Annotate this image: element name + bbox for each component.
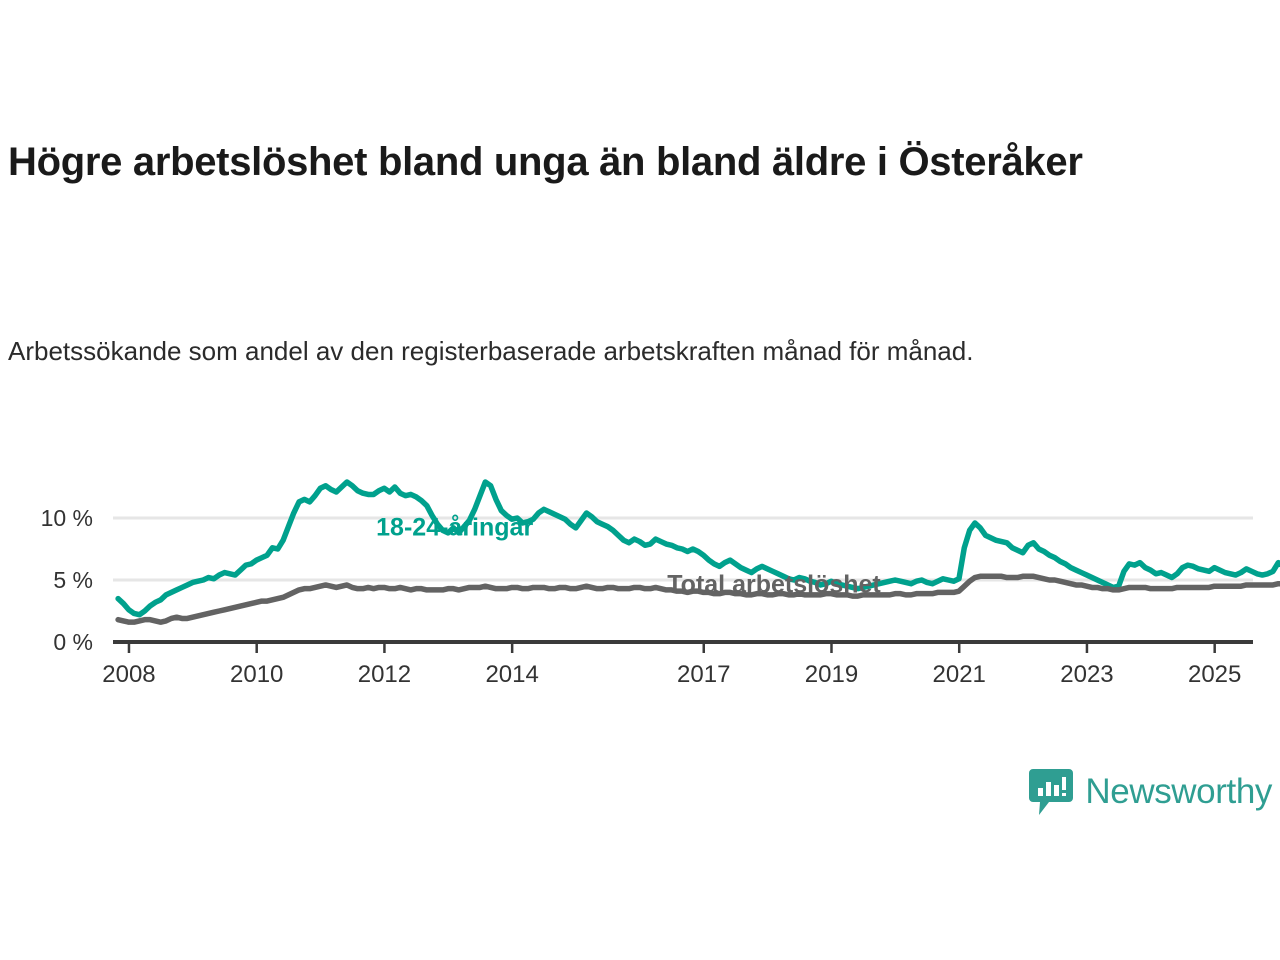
chart-plot-area: 2008 2010 2012 2014 2017 2019 2021 2023 2025 0 %… xyxy=(0,450,1280,700)
x-axis-tick-label: 2019 xyxy=(805,661,858,688)
x-axis-tick-label: 2017 xyxy=(677,661,730,688)
series-lines xyxy=(115,479,1280,625)
series-label-youth: 18-24-åringar xyxy=(376,513,533,541)
newsworthy-logo: Newsworthy xyxy=(1029,762,1272,822)
x-axis-tick-label: 2012 xyxy=(358,661,411,688)
logo-mark-svg xyxy=(1029,769,1074,815)
x-axis-tick-label: 2014 xyxy=(485,661,538,688)
series-label-total: Total arbetslöshet xyxy=(667,570,881,598)
y-axis-tick-label: 0 % xyxy=(53,629,93,655)
series-line-total xyxy=(115,573,1280,625)
x-axis-tick-label: 2025 xyxy=(1188,661,1241,688)
x-axis-tick-label: 2008 xyxy=(102,661,155,688)
y-axis-ticks: 0 % 5 % 10 % xyxy=(41,505,93,655)
x-axis-tick-label: 2010 xyxy=(230,661,283,688)
chart-subtitle: Arbetssökande som andel av den registerb… xyxy=(8,336,974,366)
x-axis-tick-label: 2023 xyxy=(1060,661,1113,688)
logo-wordmark: Newsworthy xyxy=(1085,772,1272,811)
y-axis-tick-label: 5 % xyxy=(53,567,93,593)
x-axis-ticks: 2008 2010 2012 2014 2017 2019 2021 2023 2025 xyxy=(102,642,1241,688)
page-title: Högre arbetslöshet bland unga än bland ä… xyxy=(8,140,1083,184)
y-axis-tick-label: 10 % xyxy=(41,505,93,531)
line-chart-svg: 2008 2010 2012 2014 2017 2019 2021 2023 2025 0 %… xyxy=(41,479,1280,688)
x-axis-tick-label: 2021 xyxy=(933,661,986,688)
series-line-youth xyxy=(115,479,1280,618)
bar-chart-speech-bubble-icon xyxy=(1029,769,1074,815)
series-inline-labels: 18-24-åringar Total arbetslöshet xyxy=(376,513,881,598)
